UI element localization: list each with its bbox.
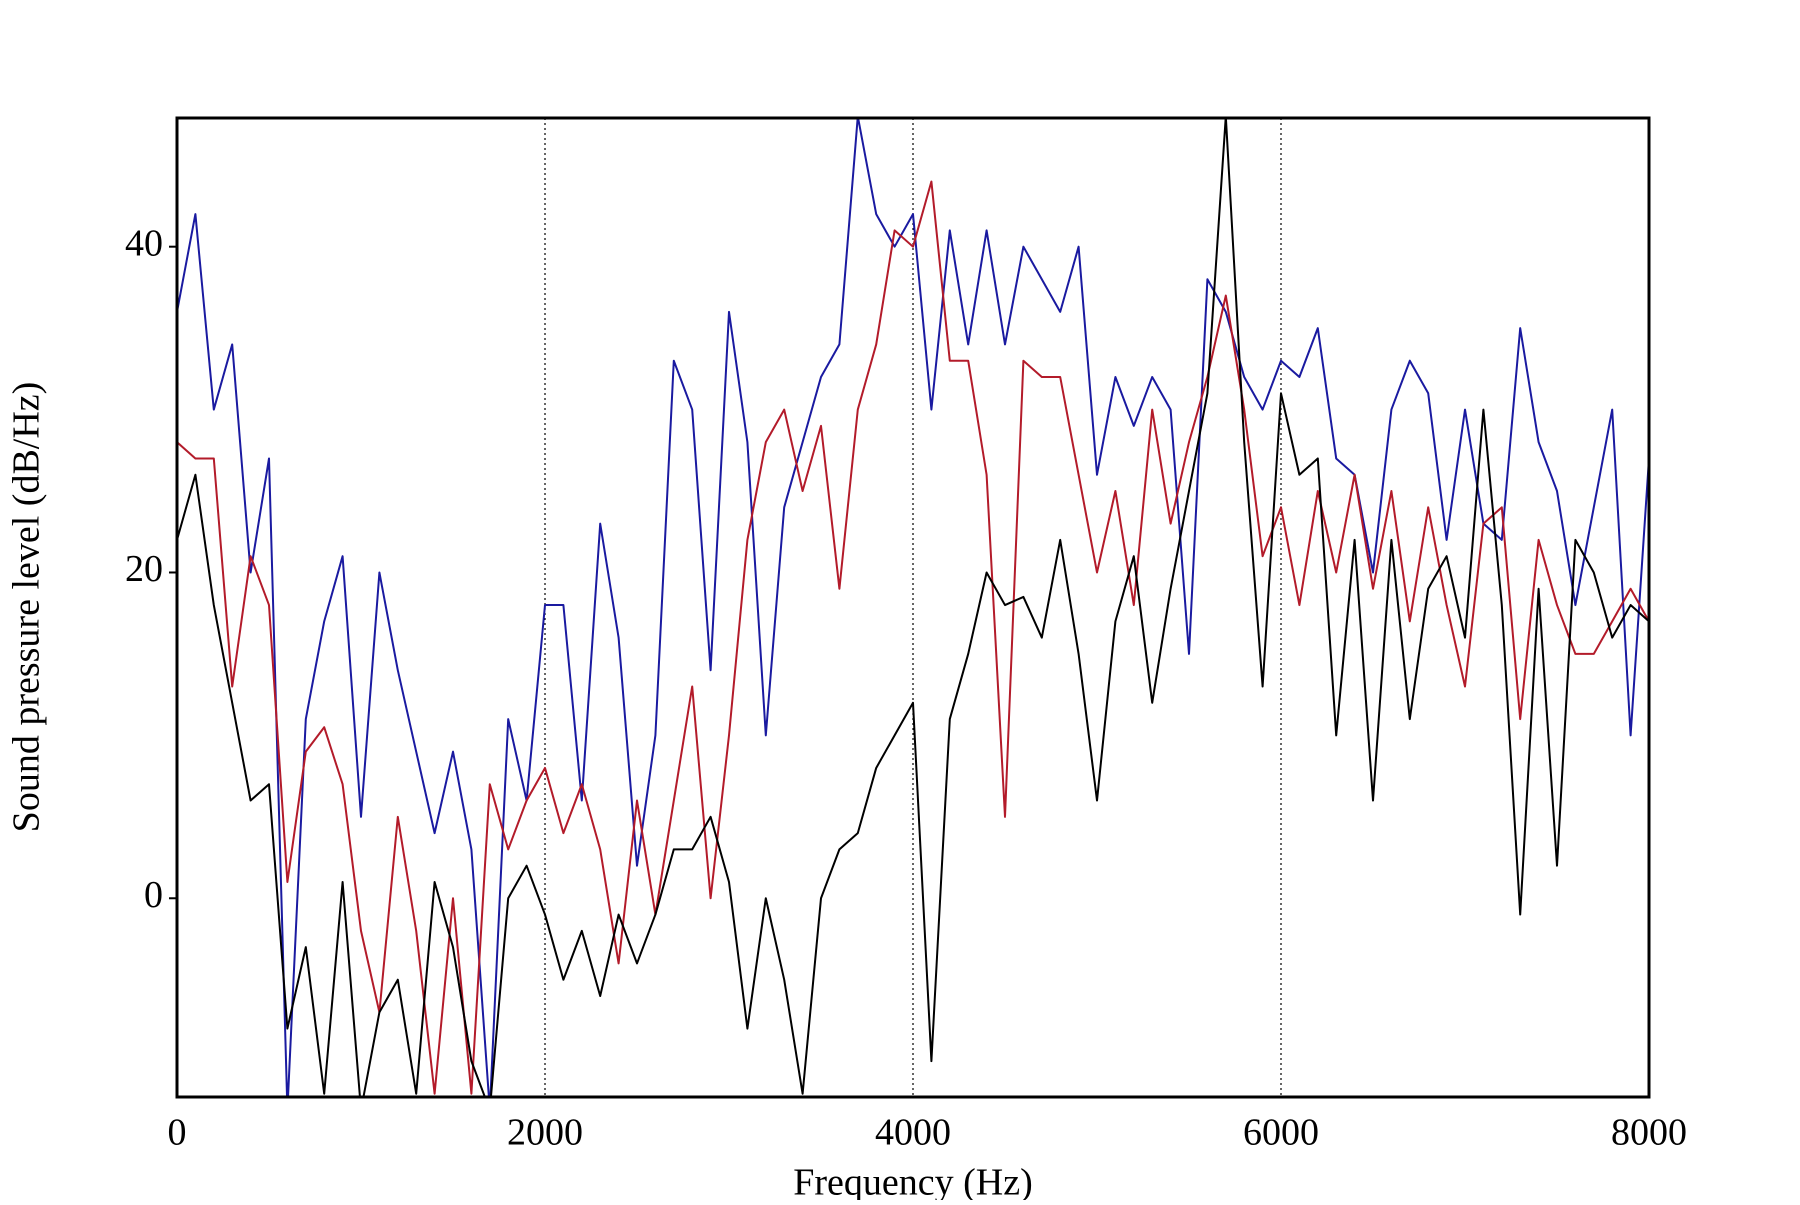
y-tick-label: 0 — [144, 874, 163, 916]
y-tick-label: 40 — [125, 222, 163, 264]
y-axis-label: Sound pressure level (dB/Hz) — [6, 382, 48, 833]
x-tick-label: 2000 — [507, 1112, 583, 1154]
x-tick-label: 4000 — [875, 1112, 951, 1154]
x-axis-label: Frequency (Hz) — [793, 1162, 1033, 1200]
x-tick-label: 6000 — [1243, 1112, 1319, 1154]
line-series — [177, 118, 1649, 1097]
y-tick-label: 20 — [125, 548, 163, 590]
line-series — [177, 118, 1649, 1097]
x-tick-label: 8000 — [1611, 1112, 1687, 1154]
x-tick-label: 0 — [168, 1112, 187, 1154]
line-series — [177, 180, 1649, 1095]
plot-frame — [175, 116, 1651, 1099]
